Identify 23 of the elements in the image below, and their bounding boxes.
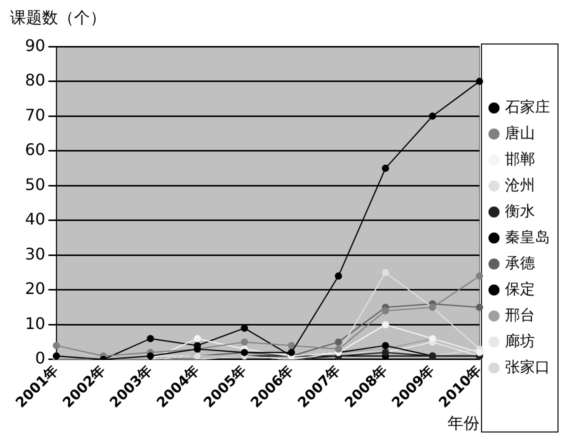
y-tick-label: 0 bbox=[35, 348, 46, 368]
y-tick-label: 30 bbox=[25, 244, 46, 264]
y-tick-label: 70 bbox=[25, 105, 46, 124]
y-tick-label: 10 bbox=[25, 314, 46, 333]
x-axis-title: 年份 bbox=[448, 414, 480, 433]
y-tick-label: 90 bbox=[25, 36, 46, 55]
legend-label: 张家口 bbox=[505, 358, 550, 376]
y-tick-label: 20 bbox=[25, 279, 46, 298]
legend-label: 石家庄 bbox=[505, 98, 550, 116]
legend-label: 邯郸 bbox=[505, 150, 535, 168]
y-tick-label: 80 bbox=[25, 70, 46, 90]
legend-label: 承德 bbox=[505, 254, 535, 272]
y-tick-label: 60 bbox=[25, 140, 46, 160]
y-axis-title: 课题数（个） bbox=[10, 8, 106, 29]
legend-label: 秦皇岛 bbox=[505, 228, 550, 246]
legend-label: 邢台 bbox=[505, 306, 535, 324]
y-tick-label: 40 bbox=[25, 210, 46, 229]
y-tick-label: 50 bbox=[25, 174, 46, 194]
legend-label: 保定 bbox=[505, 280, 535, 298]
legend-label: 廊坊 bbox=[505, 332, 535, 350]
legend-label: 唐山 bbox=[505, 124, 535, 142]
legend-label: 沧州 bbox=[505, 176, 535, 194]
legend-label: 衡水 bbox=[505, 202, 535, 220]
